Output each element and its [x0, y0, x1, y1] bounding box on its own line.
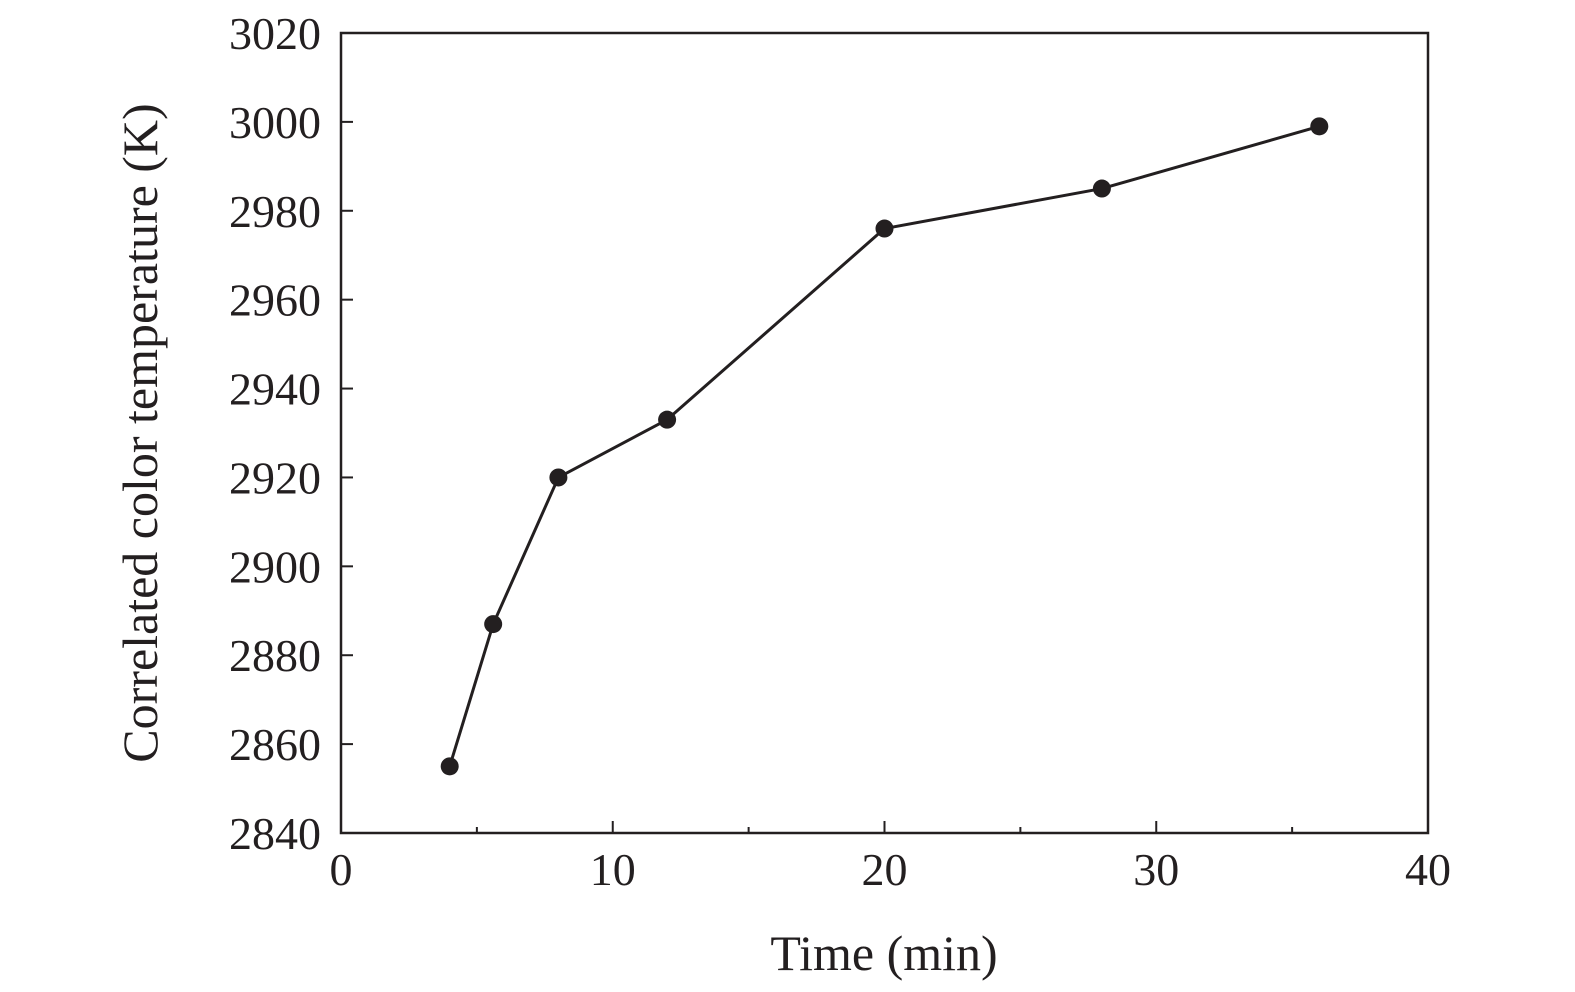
- y-tick-label: 2960: [229, 275, 321, 326]
- series-layer: [440, 117, 1329, 776]
- y-tick-label: 2840: [229, 808, 321, 859]
- y-tick-label: 3020: [229, 8, 321, 59]
- x-tick-label: 0: [330, 844, 353, 895]
- x-tick-label: 10: [590, 844, 636, 895]
- y-axis-title: Correlated color temperature (K): [112, 103, 168, 762]
- y-tick-label: 2920: [229, 452, 321, 503]
- data-point: [1310, 117, 1329, 136]
- data-point: [658, 410, 677, 429]
- y-tick-label: 3000: [229, 97, 321, 148]
- y-axis: 2840 2860 2880 2900 2920 2940 2960 2980 3000 3020: [229, 8, 353, 859]
- data-point: [549, 468, 568, 487]
- x-axis-title: Time (min): [770, 925, 997, 981]
- y-tick-label: 2980: [229, 186, 321, 237]
- data-point: [1092, 179, 1111, 198]
- data-point: [440, 757, 459, 776]
- data-point: [484, 615, 503, 634]
- y-tick-label: 2940: [229, 364, 321, 415]
- x-tick-label: 30: [1133, 844, 1179, 895]
- plot-frame: [339, 31, 1430, 835]
- x-tick-label: 40: [1405, 844, 1451, 895]
- y-tick-label: 2860: [229, 719, 321, 770]
- x-tick-label: 20: [862, 844, 908, 895]
- y-tick-label: 2880: [229, 630, 321, 681]
- x-axis: 0 10 20 30 40: [330, 821, 1451, 895]
- y-tick-label: 2900: [229, 541, 321, 592]
- data-point: [875, 219, 894, 238]
